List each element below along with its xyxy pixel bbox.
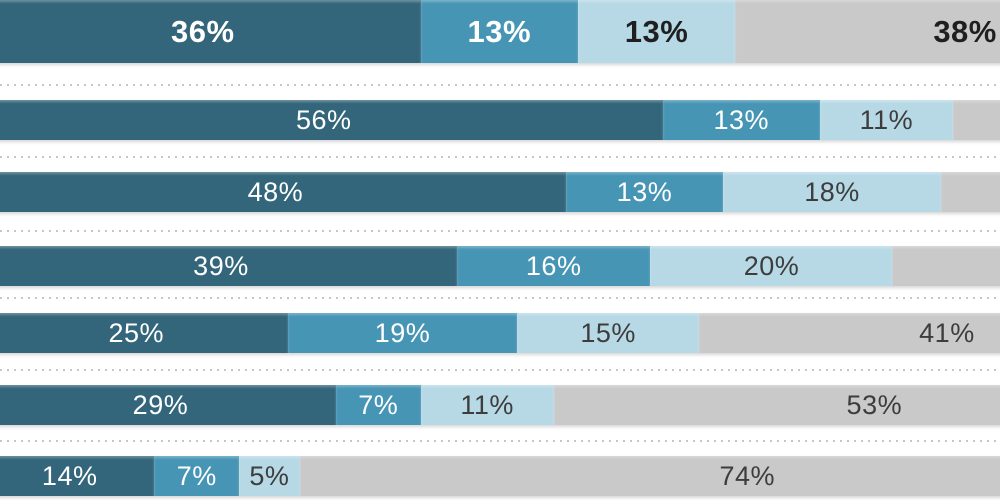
bar-row: 56% 13% 11% — [0, 100, 1000, 140]
segment-label: 41% — [919, 317, 975, 348]
segment-label: 25% — [108, 317, 165, 348]
bar-segment-medium: 13% — [565, 172, 724, 212]
bar-segment-gray: 38% — [735, 0, 1000, 63]
bar-segment-light: 11% — [420, 385, 554, 425]
segment-label: 38% — [933, 14, 997, 49]
bar-segment-gray: 74% — [299, 456, 1000, 496]
bar-segment-medium: 13% — [662, 100, 820, 140]
segment-label: 19% — [374, 317, 431, 348]
bar-segment-dark: 56% — [0, 100, 663, 140]
bar-segment-light: 11% — [819, 100, 953, 140]
bar-segment-light: 5% — [239, 456, 300, 496]
bar-segment-gray — [892, 246, 1000, 286]
segment-label: 11% — [460, 389, 514, 420]
segment-label: 5% — [249, 460, 290, 491]
segment-label: 7% — [358, 389, 399, 420]
segment-label: 29% — [132, 389, 189, 420]
bar-segment-light: 13% — [577, 0, 736, 63]
segment-label: 7% — [176, 460, 217, 491]
bar-segment-dark: 25% — [0, 313, 288, 353]
bar-segment-dark: 14% — [0, 456, 155, 496]
bar-segment-light: 18% — [723, 172, 941, 212]
bar-segment-gray: 53% — [553, 385, 1000, 425]
segment-label: 16% — [525, 250, 582, 281]
bar-segment-dark: 39% — [0, 246, 457, 286]
segment-label: 13% — [467, 14, 532, 49]
segment-label: 15% — [580, 317, 636, 348]
bar-segment-light: 15% — [517, 313, 699, 353]
segment-label: 48% — [247, 176, 304, 207]
bar-segment-gray — [952, 100, 1000, 140]
bar-segment-dark: 48% — [0, 172, 566, 212]
segment-label: 36% — [171, 14, 235, 49]
segment-label: 13% — [616, 176, 673, 207]
segment-label: 39% — [193, 250, 249, 281]
segment-label: 13% — [713, 104, 770, 135]
bar-segment-medium: 19% — [287, 313, 518, 353]
segment-label: 14% — [41, 460, 98, 491]
bar-segment-gray: 41% — [698, 313, 1000, 353]
bar-row: 25% 19% 15% 41% — [0, 313, 1000, 353]
segment-label: 11% — [859, 104, 914, 135]
bar-row: 29% 7% 11% 53% — [0, 385, 1000, 425]
segment-label: 53% — [846, 389, 903, 420]
bar-segment-medium: 13% — [420, 0, 578, 63]
segment-label: 56% — [296, 104, 352, 135]
dotted-row-divider — [0, 297, 1000, 299]
segment-label: 18% — [804, 176, 860, 207]
bar-row: 39% 16% 20% — [0, 246, 1000, 286]
bar-row: 48% 13% 18% — [0, 172, 1000, 212]
summary-bar-row: 36% 13% 13% 38% — [0, 0, 1000, 63]
dotted-row-divider — [0, 84, 1000, 86]
dotted-row-divider — [0, 156, 1000, 158]
segment-label: 13% — [624, 14, 689, 49]
dotted-row-divider — [0, 230, 1000, 232]
bar-segment-gray — [940, 172, 1000, 212]
bar-segment-light: 20% — [650, 246, 893, 286]
bar-segment-medium: 7% — [335, 385, 421, 425]
segment-label: 20% — [743, 250, 800, 281]
bar-row: 14% 7% 5% 74% — [0, 456, 1000, 496]
bar-segment-medium: 7% — [154, 456, 240, 496]
dotted-row-divider — [0, 369, 1000, 371]
bar-segment-dark: 36% — [0, 0, 421, 63]
bar-segment-dark: 29% — [0, 385, 336, 425]
dotted-row-divider — [0, 440, 1000, 442]
bar-segment-medium: 16% — [456, 246, 651, 286]
segment-label: 74% — [719, 460, 776, 491]
